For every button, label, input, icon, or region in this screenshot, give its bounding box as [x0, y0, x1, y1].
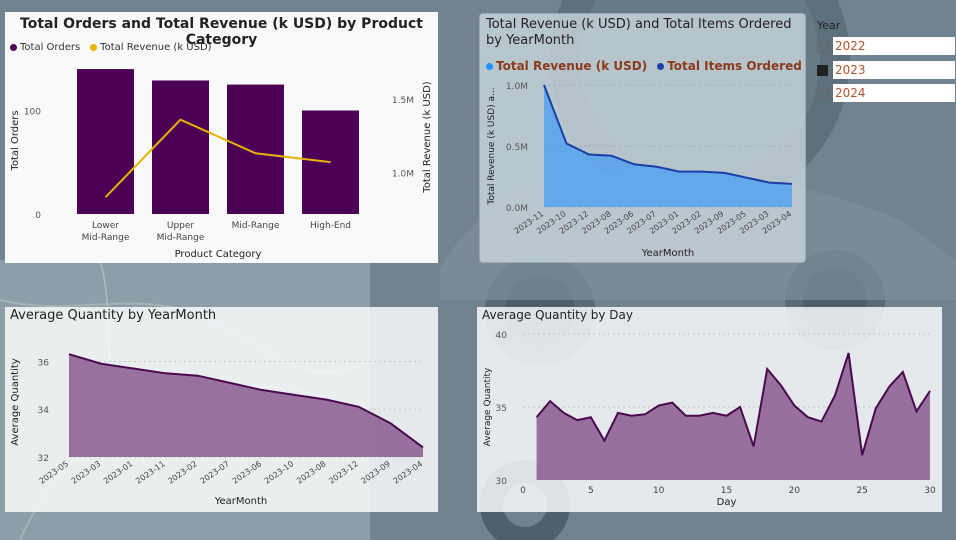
x-tick-label: 2023-07 — [199, 459, 232, 486]
checkbox[interactable] — [817, 64, 828, 76]
slicer-item-label: 2024 — [833, 84, 955, 102]
x-tick-label: Upper — [167, 221, 195, 231]
slicer-title: Year — [817, 19, 841, 32]
y-axis-label: Average Quantity — [10, 358, 21, 446]
bar — [77, 69, 134, 214]
x-tick-label: 25 — [856, 486, 867, 496]
chart-legend: Total Orders Total Revenue (k USD) — [10, 42, 212, 53]
legend-item-revenue[interactable]: Total Revenue (k USD) — [486, 59, 647, 73]
x-axis-label: Product Category — [175, 249, 262, 260]
items-line — [543, 84, 793, 185]
x-tick-label: Mid-Range — [157, 233, 205, 243]
y-tick-label: 36 — [38, 358, 50, 368]
x-axis-label: YearMonth — [641, 248, 695, 259]
chart-legend: Total Revenue (k USD) Total Items Ordere… — [486, 59, 802, 73]
x-tick-label: 2023-12 — [327, 459, 360, 486]
legend-label: Total Revenue (k USD) — [496, 59, 648, 73]
legend-label: Total Revenue (k USD) — [100, 42, 212, 53]
revenue-line — [104, 118, 331, 198]
x-tick-label: 2023-04 — [392, 459, 425, 486]
quantity-area — [536, 352, 930, 480]
y-tick-label: 1.0M — [506, 82, 528, 92]
x-axis-label: Day — [717, 497, 737, 508]
checkbox[interactable] — [817, 40, 828, 52]
checkbox[interactable] — [817, 87, 828, 99]
quantity-line — [68, 353, 424, 449]
y-tick-label: 35 — [496, 404, 507, 414]
y-tick-label: 0 — [35, 211, 41, 221]
avg-quantity-by-yearmonth-panel: Average Quantity by YearMonth 32 34 36 2023… — [5, 307, 438, 512]
y-axis-label: Total Orders — [10, 110, 21, 171]
revenue-items-by-yearmonth-panel: Total Revenue (k USD) and Total Items Or… — [479, 13, 806, 263]
x-tick-label: 2023-02 — [166, 459, 199, 486]
x-tick-label: Lower — [92, 221, 119, 231]
chart-title: Total Revenue (k USD) and Total Items Or… — [486, 17, 792, 48]
x-tick-label: Mid-Range — [232, 221, 280, 231]
chart-title: Total Orders and Total Revenue (k USD) b… — [20, 16, 423, 48]
x-tick-label: 0 — [520, 486, 526, 496]
legend-item-items[interactable]: Total Items Ordered — [657, 59, 802, 73]
slicer-item-label: 2023 — [833, 61, 955, 79]
slicer-item-2024[interactable]: 2024 — [817, 84, 955, 102]
y-tick-label: 100 — [24, 107, 41, 117]
x-tick-label: 2023-06 — [231, 459, 264, 486]
legend-label: Total Items Ordered — [667, 59, 802, 73]
bar — [227, 84, 284, 214]
x-tick-label: Mid-Range — [82, 233, 130, 243]
y-tick-label: 0.0M — [506, 204, 528, 214]
x-axis-label: YearMonth — [214, 496, 268, 507]
y2-axis-label: Total Revenue (k USD) — [422, 81, 433, 194]
legend-dot-orders — [10, 44, 17, 51]
y-tick-label: 40 — [496, 331, 508, 341]
legend-dot-revenue — [486, 62, 493, 70]
y-tick-label: 34 — [38, 406, 50, 416]
avg-quantity-by-day-panel: Average Quantity by Day 30 35 40 0 5 10 15 20 25… — [477, 307, 942, 512]
bar — [152, 80, 209, 214]
bar — [302, 110, 359, 214]
y-tick-label: 32 — [38, 454, 49, 464]
y2-tick-label: 1.5M — [392, 96, 414, 106]
avg-quantity-day-chart: 30 35 40 0 5 10 15 20 25 30 Day Average Quantity — [483, 331, 936, 508]
orders-revenue-chart: 0 100 1.0M 1.5M Lower Mid-Range Upper Mid-Range… — [10, 69, 433, 260]
legend-item-revenue[interactable]: Total Revenue (k USD) — [90, 42, 212, 53]
orders-revenue-by-category-panel: Total Orders and Total Revenue (k USD) b… — [5, 12, 438, 263]
y-tick-label: 30 — [496, 477, 508, 487]
x-tick-label: 2023-10 — [263, 459, 296, 486]
y-tick-label: 0.5M — [506, 143, 528, 153]
chart-title: Average Quantity by Day — [482, 308, 633, 322]
y-axis-label: Total Revenue (k USD) a... — [487, 87, 497, 205]
x-tick-label: 2023-01 — [102, 459, 135, 486]
quantity-area — [69, 354, 423, 457]
legend-dot-revenue — [90, 44, 98, 51]
revenue-area — [544, 85, 792, 207]
chart-title: Average Quantity by YearMonth — [10, 308, 217, 323]
revenue-items-chart: 0.0M0.5M1.0M2023-112023-102023-122023-08… — [487, 82, 793, 259]
x-tick-label: 20 — [789, 486, 801, 496]
x-tick-label: 2023-09 — [359, 459, 392, 486]
y-axis-label: Average Quantity — [483, 367, 493, 446]
y2-tick-label: 1.0M — [392, 169, 414, 179]
quantity-line — [535, 352, 931, 456]
x-tick-label: 30 — [924, 486, 936, 496]
legend-label: Total Orders — [20, 42, 81, 53]
slicer-item-2022[interactable]: 2022 — [817, 37, 955, 55]
x-tick-label: 2023-08 — [295, 459, 328, 486]
slicer-item-2023[interactable]: 2023 — [817, 61, 955, 79]
x-tick-label: 15 — [721, 486, 732, 496]
legend-dot-items — [657, 62, 665, 70]
x-tick-label: 2023-03 — [70, 459, 103, 486]
x-tick-label: 2023-11 — [134, 459, 167, 486]
x-tick-label: 5 — [588, 486, 594, 496]
legend-item-orders[interactable]: Total Orders — [10, 42, 80, 53]
x-tick-label: High-End — [310, 221, 351, 231]
x-tick-label: 10 — [653, 486, 665, 496]
slicer-item-label: 2022 — [833, 37, 955, 55]
